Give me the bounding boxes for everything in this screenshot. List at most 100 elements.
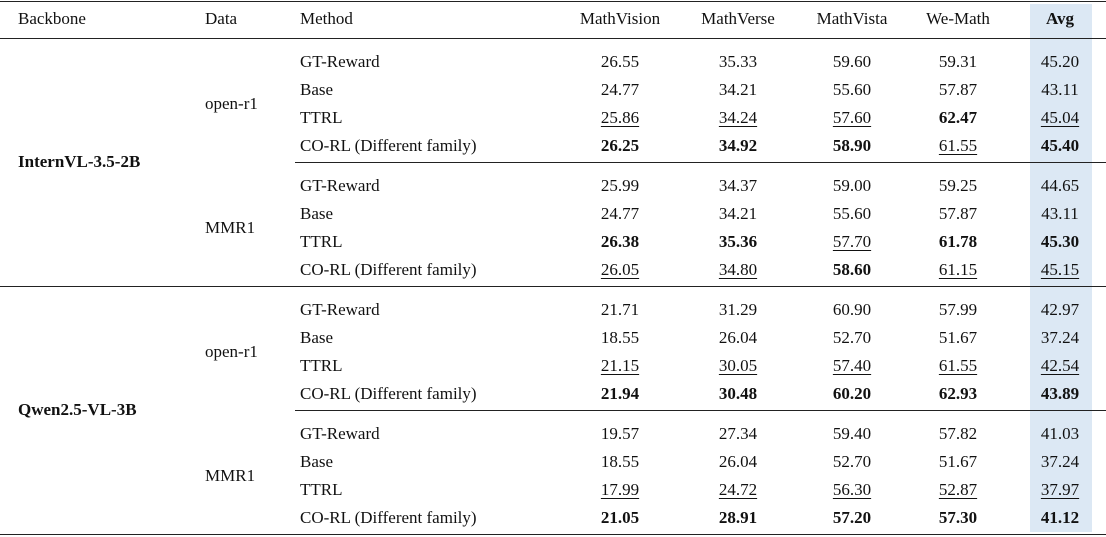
- method-name: CO-RL (Different family): [300, 136, 477, 155]
- score-cell: 57.30: [938, 508, 978, 527]
- score-cell: 25.99: [600, 176, 640, 195]
- avg-column-shade: [1030, 4, 1092, 532]
- score-cell: 45.15: [1040, 260, 1080, 279]
- score-cell: 24.72: [718, 480, 758, 499]
- backbone-label: InternVL-3.5-2B: [18, 152, 141, 171]
- score-cell: 26.04: [718, 328, 758, 347]
- score-cell: 57.87: [938, 204, 978, 223]
- score-cell: 62.47: [938, 108, 978, 127]
- score-cell: 41.03: [1040, 424, 1080, 443]
- score-cell: 30.05: [718, 356, 758, 375]
- data-label: MMR1: [205, 466, 256, 485]
- score-cell: 25.86: [600, 108, 640, 127]
- column-header: MathVision: [579, 9, 661, 28]
- data-label: MMR1: [205, 218, 256, 237]
- score-cell: 26.38: [600, 232, 640, 251]
- score-cell: 35.36: [718, 232, 758, 251]
- score-cell: 18.55: [600, 452, 640, 471]
- data-label: open-r1: [205, 342, 258, 361]
- score-cell: 34.80: [718, 260, 758, 279]
- method-name: CO-RL (Different family): [300, 384, 477, 403]
- score-cell: 61.15: [938, 260, 978, 279]
- table-rule: [0, 1, 1106, 2]
- score-cell: 26.05: [600, 260, 640, 279]
- score-cell: 34.21: [718, 80, 758, 99]
- score-cell: 26.04: [718, 452, 758, 471]
- score-cell: 37.24: [1040, 328, 1080, 347]
- score-cell: 34.92: [718, 136, 758, 155]
- score-cell: 26.25: [600, 136, 640, 155]
- score-cell: 37.97: [1040, 480, 1080, 499]
- score-cell: 55.60: [832, 204, 872, 223]
- method-name: GT-Reward: [300, 300, 380, 319]
- score-cell: 19.57: [600, 424, 640, 443]
- column-header: Avg: [1045, 9, 1075, 28]
- score-cell: 51.67: [938, 328, 978, 347]
- score-cell: 21.15: [600, 356, 640, 375]
- score-cell: 60.90: [832, 300, 872, 319]
- score-cell: 41.12: [1040, 508, 1080, 527]
- score-cell: 61.78: [938, 232, 978, 251]
- score-cell: 45.20: [1040, 52, 1080, 71]
- score-cell: 51.67: [938, 452, 978, 471]
- method-name: GT-Reward: [300, 424, 380, 443]
- score-cell: 59.31: [938, 52, 978, 71]
- score-cell: 43.11: [1041, 80, 1079, 99]
- method-name: GT-Reward: [300, 176, 380, 195]
- score-cell: 60.20: [832, 384, 872, 403]
- score-cell: 28.91: [718, 508, 758, 527]
- score-cell: 56.30: [832, 480, 872, 499]
- column-header: Backbone: [18, 9, 86, 28]
- score-cell: 57.70: [832, 232, 872, 251]
- score-cell: 57.60: [832, 108, 872, 127]
- data-label: open-r1: [205, 94, 258, 113]
- score-cell: 43.89: [1040, 384, 1080, 403]
- table-rule: [0, 534, 1106, 535]
- score-cell: 57.82: [938, 424, 978, 443]
- score-cell: 30.48: [718, 384, 758, 403]
- score-cell: 42.54: [1040, 356, 1080, 375]
- score-cell: 31.29: [718, 300, 758, 319]
- column-header: Method: [300, 9, 353, 28]
- score-cell: 57.20: [832, 508, 872, 527]
- method-name: Base: [300, 80, 334, 99]
- score-cell: 18.55: [600, 328, 640, 347]
- score-cell: 34.21: [718, 204, 758, 223]
- backbone-label: Qwen2.5-VL-3B: [18, 400, 137, 419]
- score-cell: 35.33: [718, 52, 758, 71]
- score-cell: 57.87: [938, 80, 978, 99]
- table-rule: [0, 286, 1106, 287]
- column-header: We-Math: [926, 9, 990, 28]
- score-cell: 21.94: [600, 384, 640, 403]
- method-name: Base: [300, 204, 334, 223]
- column-header: MathVerse: [701, 9, 775, 28]
- score-cell: 57.40: [832, 356, 872, 375]
- score-cell: 26.55: [600, 52, 640, 71]
- method-name: TTRL: [300, 232, 343, 251]
- score-cell: 57.99: [938, 300, 978, 319]
- method-name: TTRL: [300, 108, 343, 127]
- score-cell: 34.37: [718, 176, 758, 195]
- score-cell: 21.71: [600, 300, 640, 319]
- score-cell: 52.70: [832, 452, 872, 471]
- table-rule: [295, 162, 1106, 163]
- score-cell: 45.04: [1040, 108, 1080, 127]
- score-cell: 62.93: [938, 384, 978, 403]
- method-name: TTRL: [300, 480, 343, 499]
- score-cell: 45.30: [1040, 232, 1080, 251]
- method-name: GT-Reward: [300, 52, 380, 71]
- score-cell: 27.34: [718, 424, 758, 443]
- score-cell: 37.24: [1040, 452, 1080, 471]
- method-name: Base: [300, 452, 334, 471]
- method-name: TTRL: [300, 356, 343, 375]
- column-header: Data: [205, 9, 238, 28]
- column-header: MathVista: [816, 9, 888, 28]
- method-name: Base: [300, 328, 334, 347]
- score-cell: 61.55: [938, 356, 978, 375]
- score-cell: 61.55: [938, 136, 978, 155]
- method-name: CO-RL (Different family): [300, 260, 477, 279]
- score-cell: 24.77: [600, 204, 640, 223]
- score-cell: 52.87: [938, 480, 978, 499]
- table-rule: [295, 410, 1106, 411]
